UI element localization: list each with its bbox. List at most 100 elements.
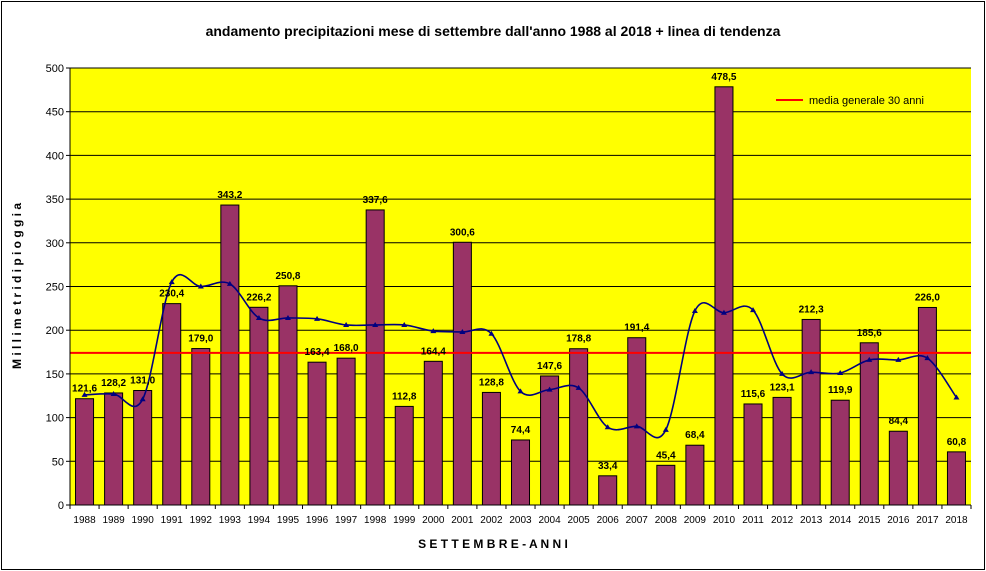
x-tick-label: 1996 [306, 515, 329, 526]
x-tick-label: 1999 [393, 515, 416, 526]
y-axis-title: M i l l i m e t r i d i p i o g g i a [10, 203, 24, 369]
trend-markers [81, 279, 960, 432]
y-tick-label: 0 [58, 500, 64, 512]
x-tick-label: 2015 [858, 515, 881, 526]
bar-1994 [249, 306, 269, 506]
x-tick-label: 2000 [422, 515, 445, 526]
x-tick-label: 2014 [829, 515, 852, 526]
chart-title: andamento precipitazioni mese di settemb… [206, 23, 781, 39]
trend-marker [81, 391, 88, 397]
x-tick-label: 1989 [102, 515, 125, 526]
bar-2014 [830, 399, 850, 506]
trend-marker [546, 386, 553, 392]
bar-2007 [627, 337, 647, 506]
bar-1991 [162, 303, 182, 506]
x-tick-label: 2003 [509, 515, 532, 526]
bar-2018 [946, 451, 966, 506]
trend-marker [779, 370, 786, 376]
y-tick-label: 150 [46, 369, 64, 381]
bar-1998 [365, 209, 385, 506]
data-label-2011: 115,6 [741, 389, 766, 400]
x-tick-label: 2012 [771, 515, 794, 526]
data-label-2014: 119,9 [828, 385, 853, 396]
bar-2012 [772, 396, 792, 506]
trend-marker [255, 314, 262, 320]
bar-1996 [307, 361, 327, 506]
trend-marker [226, 280, 233, 286]
gridlines [70, 67, 971, 462]
bar-1988 [75, 398, 95, 506]
bar-2013 [801, 318, 821, 506]
data-label-2013: 212,3 [799, 304, 824, 315]
bar-2001 [452, 241, 472, 506]
y-axis-ticks: 0 50 100 150 200 250 300 350 400 450 500 [46, 63, 70, 512]
data-label-1994: 226,2 [246, 292, 271, 303]
bar-2015 [859, 342, 879, 506]
bar-1993 [220, 204, 240, 506]
bar-2008 [656, 464, 676, 506]
data-label-1989: 128,2 [101, 378, 126, 389]
trend-marker [750, 307, 757, 313]
bar-2005 [569, 348, 589, 506]
trend-marker [459, 328, 466, 334]
bar-1992 [191, 348, 211, 506]
trend-marker [488, 330, 495, 336]
data-label-1998: 337,6 [363, 195, 388, 206]
y-tick-label: 300 [46, 238, 64, 250]
data-label-1990: 131,0 [130, 376, 155, 387]
data-label-2000: 164,4 [421, 346, 446, 357]
data-label-2002: 128,8 [479, 377, 504, 388]
x-tick-label: 2005 [568, 515, 591, 526]
data-label-1995: 250,8 [275, 271, 300, 282]
trend-marker [924, 355, 931, 361]
x-tick-label: 1998 [364, 515, 387, 526]
x-tick-label: 2002 [480, 515, 503, 526]
bars [75, 86, 966, 506]
x-tick-label: 1997 [335, 515, 358, 526]
y-tick-label: 350 [46, 194, 64, 206]
y-tick-label: 500 [46, 63, 64, 75]
trend-marker [517, 388, 524, 394]
x-tick-label: 1988 [73, 515, 96, 526]
x-tick-label: 2016 [887, 515, 910, 526]
trend-marker [197, 283, 204, 289]
bar-1999 [394, 405, 414, 506]
trend-marker [401, 321, 408, 327]
x-axis-ticks: 1988 1989 1990 1991 1992 1993 1994 1995 1996 1997… [69, 505, 972, 526]
x-tick-label: 1991 [161, 515, 184, 526]
legend: media generale 30 anni [776, 95, 924, 107]
x-tick-label: 2013 [800, 515, 823, 526]
data-label-1996: 163,4 [305, 347, 330, 358]
trend-marker [284, 314, 291, 320]
bar-1997 [336, 357, 356, 506]
bar-2006 [598, 475, 618, 506]
data-label-2018: 60,8 [947, 437, 967, 448]
data-label-1999: 112,8 [392, 391, 417, 402]
data-label-1988: 121,6 [72, 384, 97, 395]
x-tick-label: 2004 [538, 515, 561, 526]
y-tick-label: 50 [52, 456, 64, 468]
y-tick-label: 450 [46, 107, 64, 119]
trend-marker [314, 315, 321, 321]
bar-2002 [481, 391, 501, 506]
trend-marker [372, 321, 379, 327]
trend-marker [837, 370, 844, 376]
trend-marker [866, 356, 873, 362]
x-tick-label: 2008 [655, 515, 678, 526]
x-axis-title: S E T T E M B R E - A N N I [418, 537, 568, 551]
x-tick-label: 2001 [451, 515, 474, 526]
trend-marker [110, 391, 117, 397]
data-label-1997: 168,0 [334, 343, 359, 354]
bar-2003 [510, 439, 531, 506]
bar-1989 [104, 392, 124, 506]
x-tick-label: 2017 [916, 515, 939, 526]
trend-marker [808, 369, 815, 375]
x-tick-label: 2007 [626, 515, 649, 526]
trend-marker [343, 321, 350, 327]
data-label-2001: 300,6 [450, 227, 475, 238]
data-label-1991: 230,4 [159, 289, 184, 300]
trend-marker [139, 396, 146, 402]
trend-marker [953, 394, 960, 400]
bar-2017 [917, 306, 937, 506]
